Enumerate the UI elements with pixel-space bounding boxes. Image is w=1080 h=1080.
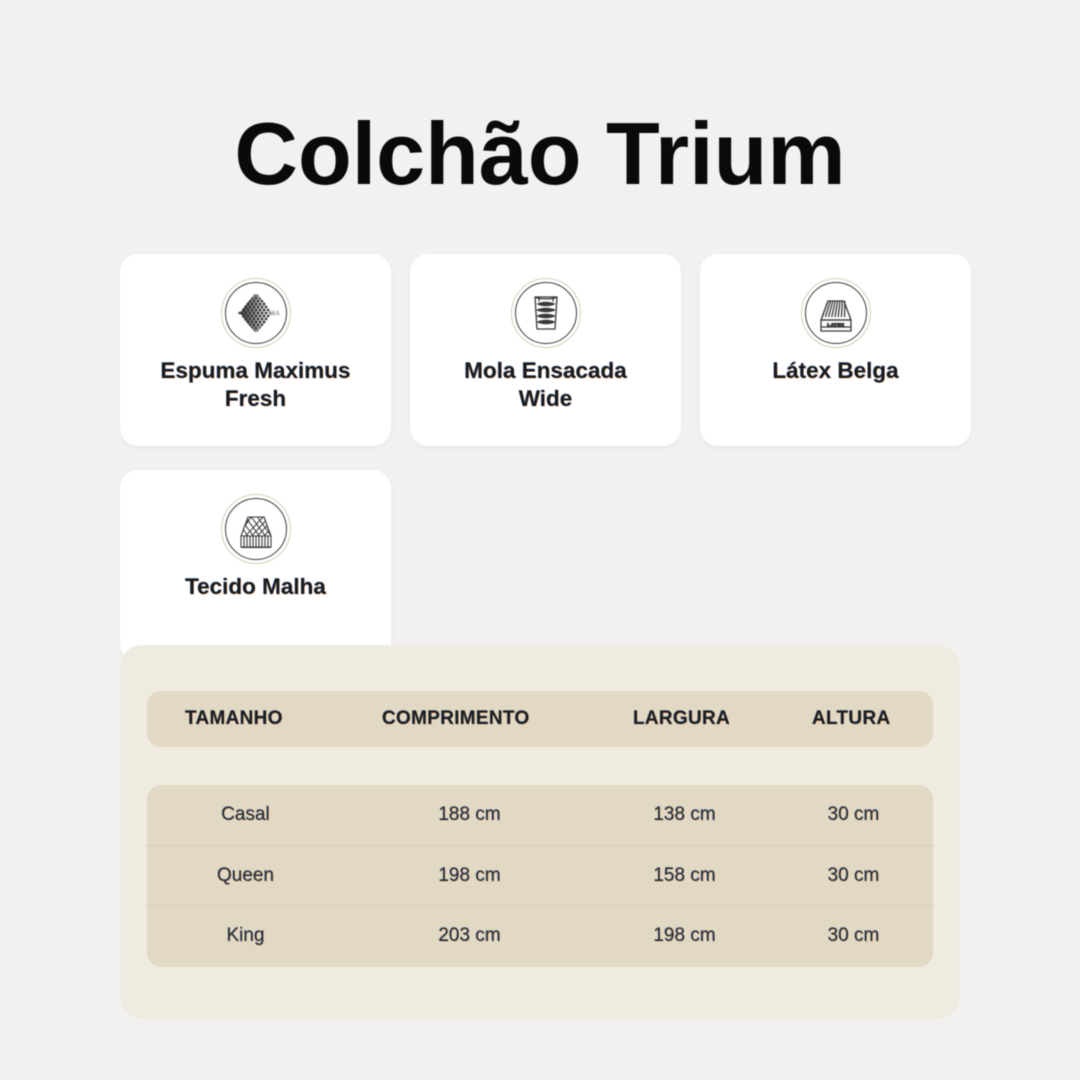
svg-text:MA: MA: [269, 311, 280, 318]
svg-text:LATEX: LATEX: [827, 323, 845, 328]
